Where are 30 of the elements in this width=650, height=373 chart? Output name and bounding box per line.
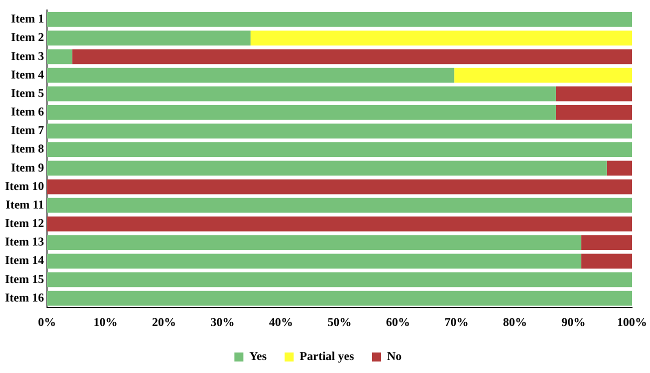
y-tick-label: Item 9 xyxy=(10,160,44,174)
y-tick-label: Item 15 xyxy=(4,272,44,286)
y-tick-label: Item 1 xyxy=(10,12,44,26)
y-tick-label: Item 13 xyxy=(4,234,44,249)
y-tick-label: Item 3 xyxy=(10,48,44,63)
x-tick-label: 100% xyxy=(617,314,647,329)
x-tick-label: 60% xyxy=(386,314,410,329)
y-tick-label: Item 10 xyxy=(4,178,44,193)
y-tick-label: Item 7 xyxy=(10,123,44,138)
x-tick-label: 10% xyxy=(93,314,118,329)
y-tick-label: Item 8 xyxy=(10,142,44,156)
y-tick-label: Item 5 xyxy=(10,86,44,100)
y-tick-label: Item 16 xyxy=(4,290,44,304)
x-tick-label: 70% xyxy=(444,314,468,329)
y-tick-label: Item 12 xyxy=(4,216,44,230)
x-tick-label: 20% xyxy=(152,314,176,329)
x-tick-label: 80% xyxy=(503,314,527,329)
x-tick-label: 90% xyxy=(562,314,586,329)
x-tick-label: 0% xyxy=(38,314,56,329)
y-tick-label: Item 4 xyxy=(10,67,44,82)
x-tick-label: 40% xyxy=(268,314,293,329)
x-tick-label: 50% xyxy=(327,314,352,329)
x-tick-label: 30% xyxy=(210,314,234,329)
y-tick-label: Item 11 xyxy=(6,197,44,212)
y-tick-label: Item 14 xyxy=(4,253,44,268)
y-tick-label: Item 6 xyxy=(10,104,44,119)
y-tick-label: Item 2 xyxy=(10,30,44,44)
legend-label: No xyxy=(386,349,402,364)
legend-label: Yes xyxy=(249,349,268,364)
legend-label: Partial yes xyxy=(300,349,354,364)
